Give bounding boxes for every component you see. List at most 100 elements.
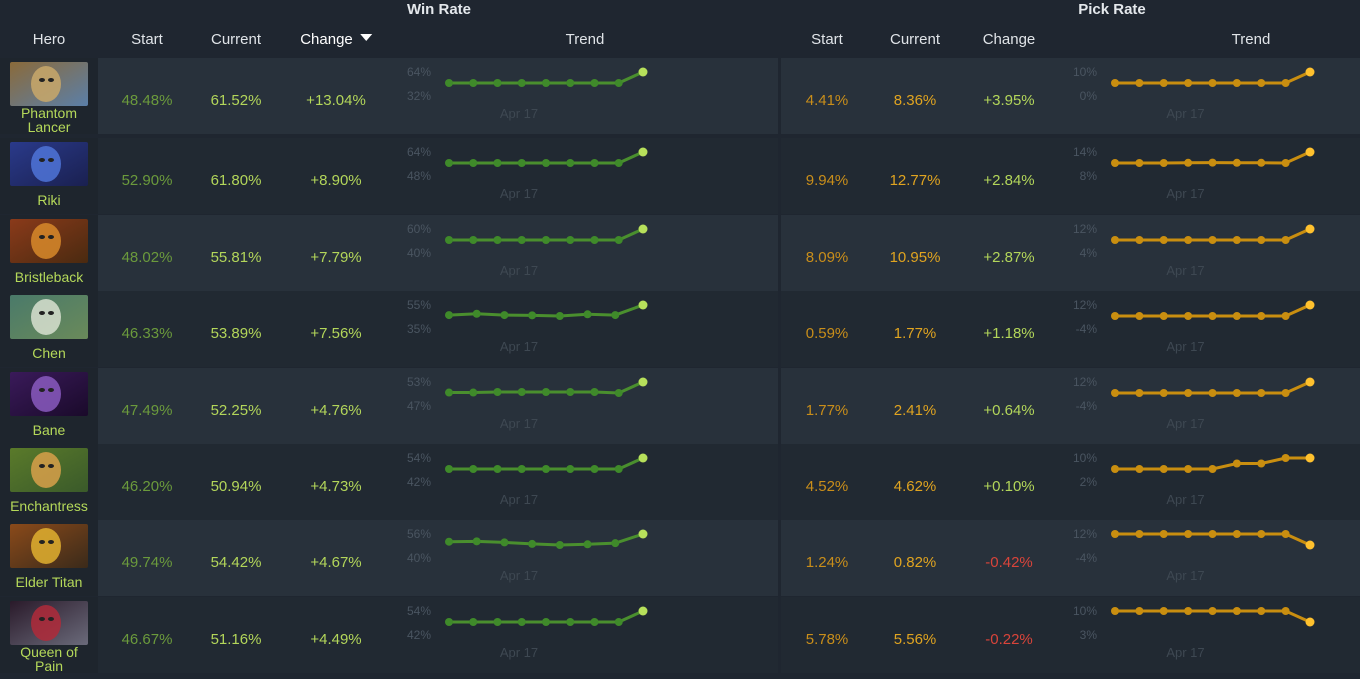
riki-portrait[interactable] xyxy=(10,142,88,186)
column-header-hero[interactable]: Hero xyxy=(32,31,66,48)
hero-name[interactable]: Chen xyxy=(32,345,66,361)
bristleback-portrait[interactable] xyxy=(10,219,88,263)
column-header-wr-start[interactable]: Start xyxy=(131,31,163,48)
hero-name[interactable]: Pain xyxy=(34,658,64,674)
row-background-win-rate xyxy=(0,58,778,134)
bane-portrait[interactable] xyxy=(10,372,88,416)
table-row[interactable]: Queen of Pain 46.67% 51.16% +4.49% 5.78% 5.56%… xyxy=(0,597,1360,673)
hero-cell[interactable]: Bristleback xyxy=(0,215,98,291)
win-rate-trend-point xyxy=(590,388,599,396)
win-rate-trend-date-label: Apr 17 xyxy=(500,186,538,201)
win-rate-trend-point xyxy=(445,79,453,87)
hero-cell[interactable]: Phantom Lancer xyxy=(0,58,98,134)
hero-name[interactable]: Enchantress xyxy=(10,498,88,514)
hero-name[interactable]: Phantom xyxy=(20,105,78,121)
column-header-pr-trend[interactable]: Trend xyxy=(1231,31,1271,48)
pick-rate-start-value: 9.94% xyxy=(805,172,849,189)
pick-rate-trend-point xyxy=(1111,236,1119,244)
pick-rate-trend-point xyxy=(1305,300,1315,310)
win-rate-trend-max-label: 56% xyxy=(407,527,431,541)
pick-rate-change-value: -0.42% xyxy=(985,554,1033,571)
hero-cell[interactable]: Queen of Pain xyxy=(0,597,98,673)
win-rate-trend-point xyxy=(493,388,502,396)
pick-rate-trend-point xyxy=(1159,607,1168,615)
win-rate-trend-point xyxy=(445,311,453,320)
hero-name[interactable]: Lancer xyxy=(27,119,71,135)
win-rate-trend-point xyxy=(445,388,453,397)
table-row[interactable]: Chen 46.33% 53.89% +7.56% 0.59% 1.77% +1.18% 55… xyxy=(0,291,1360,367)
win-rate-trend-point xyxy=(542,236,550,244)
win-rate-trend-point xyxy=(469,159,478,167)
table-row[interactable]: Enchantress 46.20% 50.94% +4.73% 4.52% 4.62% +… xyxy=(0,444,1360,520)
hero-cell[interactable]: Enchantress xyxy=(0,444,98,520)
pick-rate-trend-point xyxy=(1111,389,1119,397)
pick-rate-trend-point xyxy=(1257,389,1266,397)
pick-rate-trend-point xyxy=(1232,607,1241,615)
row-background-pick-rate xyxy=(781,215,1360,291)
column-header-wr-current[interactable]: Current xyxy=(210,31,262,48)
table-row[interactable]: Elder Titan 49.74% 54.42% +4.67% 1.24% 0.82% -… xyxy=(0,520,1360,596)
win-rate-trend-min-label: 42% xyxy=(407,628,431,642)
table-row[interactable]: Phantom Lancer 48.48% 61.52% +13.04% 4.41% 8.3… xyxy=(0,58,1360,134)
pick-rate-trend-point xyxy=(1305,540,1315,550)
pick-rate-trend-point xyxy=(1111,159,1119,167)
column-header-pr-change[interactable]: Change xyxy=(982,31,1036,48)
pick-rate-trend-date-label: Apr 17 xyxy=(1166,186,1204,201)
pick-rate-trend-point xyxy=(1257,158,1266,167)
win-rate-trend-point xyxy=(542,465,550,473)
win-rate-change-value: +8.90% xyxy=(310,172,362,189)
pick-rate-trend-point xyxy=(1159,530,1168,538)
win-rate-trend-point xyxy=(614,389,623,397)
pick-rate-trend-max-label: 12% xyxy=(1073,222,1097,236)
win-rate-start-value: 48.48% xyxy=(121,92,173,109)
hero-name[interactable]: Queen of xyxy=(20,644,78,660)
chen-portrait[interactable] xyxy=(10,295,88,339)
pick-rate-trend-date-label: Apr 17 xyxy=(1166,263,1204,278)
pick-rate-current-value: 1.77% xyxy=(893,325,937,342)
win-rate-trend-date-label: Apr 17 xyxy=(500,416,538,431)
win-rate-trend-point xyxy=(566,159,575,167)
win-rate-trend-point xyxy=(542,159,550,167)
pick-rate-trend-date-label: Apr 17 xyxy=(1166,106,1204,121)
hero-cell[interactable]: Bane xyxy=(0,368,98,444)
win-rate-trend-point xyxy=(469,618,478,626)
hero-name[interactable]: Elder Titan xyxy=(15,574,83,590)
hero-name[interactable]: Bristleback xyxy=(14,269,84,285)
pick-rate-current-value: 5.56% xyxy=(893,631,937,648)
elder-titan-portrait[interactable] xyxy=(10,524,88,568)
hero-cell[interactable]: Chen xyxy=(0,291,98,367)
queen-of-pain-portrait[interactable] xyxy=(10,601,88,645)
row-background-win-rate xyxy=(0,444,778,520)
win-rate-current-value: 52.25% xyxy=(210,402,262,419)
win-rate-change-value: +4.76% xyxy=(310,402,362,419)
hero-cell[interactable]: Elder Titan xyxy=(0,520,98,596)
pick-rate-trend-point xyxy=(1208,607,1217,615)
pick-rate-trend-min-label: 0% xyxy=(1080,89,1098,103)
pick-rate-trend-point xyxy=(1135,236,1144,244)
pick-rate-trend-min-label: -4% xyxy=(1076,551,1098,565)
hero-cell[interactable]: Riki xyxy=(0,138,98,214)
column-header-pr-start[interactable]: Start xyxy=(811,31,843,48)
column-header-wr-trend[interactable]: Trend xyxy=(565,31,605,48)
pick-rate-trend-point xyxy=(1305,453,1315,463)
phantom-lancer-portrait[interactable] xyxy=(10,62,88,106)
win-rate-trend-date-label: Apr 17 xyxy=(500,568,538,583)
pick-rate-trend-point xyxy=(1159,312,1168,320)
hero-name[interactable]: Bane xyxy=(32,422,66,438)
table-row[interactable]: Riki 52.90% 61.80% +8.90% 9.94% 12.77% +2.84% 6… xyxy=(0,138,1360,214)
table-row[interactable]: Bane 47.49% 52.25% +4.76% 1.77% 2.41% +0.64% 53… xyxy=(0,368,1360,444)
pick-rate-trend-min-label: 3% xyxy=(1080,628,1098,642)
win-rate-trend-chart: 56% 40% Apr 17 xyxy=(407,527,648,583)
win-rate-trend-point xyxy=(614,618,623,626)
win-rate-trend-point xyxy=(445,537,453,546)
win-rate-trend-min-label: 48% xyxy=(407,169,431,183)
table-row[interactable]: Bristleback 48.02% 55.81% +7.79% 8.09% 10.95%… xyxy=(0,215,1360,291)
win-rate-trend-point xyxy=(500,311,509,320)
column-header-wr-change-label: Change xyxy=(300,31,353,48)
pick-rate-trend-max-label: 14% xyxy=(1073,145,1097,159)
enchantress-portrait[interactable] xyxy=(10,448,88,492)
win-rate-trend-point xyxy=(638,147,648,157)
hero-name[interactable]: Riki xyxy=(37,192,61,208)
column-header-pr-current[interactable]: Current xyxy=(889,31,941,48)
column-header-wr-change[interactable]: Change xyxy=(300,31,372,48)
